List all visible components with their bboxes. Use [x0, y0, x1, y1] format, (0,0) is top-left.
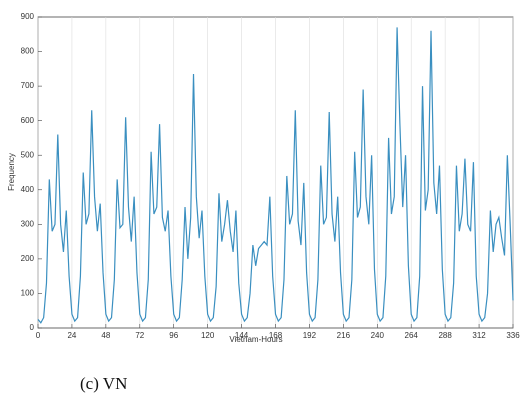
x-tick-label: 120 [201, 331, 215, 340]
y-tick-label: 300 [21, 219, 35, 228]
y-tick-label: 100 [21, 289, 35, 298]
x-axis-label: Vietnam-Hours [229, 335, 282, 344]
x-tick-label: 216 [337, 331, 351, 340]
x-tick-label: 240 [371, 331, 385, 340]
x-tick-label: 264 [405, 331, 419, 340]
y-tick-label: 0 [30, 323, 35, 332]
x-tick-label: 336 [506, 331, 520, 340]
y-tick-label: 700 [21, 81, 35, 90]
x-tick-label: 24 [67, 331, 76, 340]
y-axis-label: Frequency [7, 153, 16, 191]
x-tick-label: 312 [472, 331, 486, 340]
x-tick-label: 96 [169, 331, 178, 340]
y-tick-label: 800 [21, 47, 35, 56]
x-tick-label: 72 [135, 331, 144, 340]
x-tick-label: 192 [303, 331, 317, 340]
x-tick-label: 0 [36, 331, 41, 340]
y-tick-label: 400 [21, 185, 35, 194]
x-tick-label: 288 [438, 331, 452, 340]
line [37, 27, 514, 324]
y-tick-label: 500 [21, 150, 35, 159]
x-tick-label: 168 [269, 331, 283, 340]
y-tick-label: 900 [21, 12, 35, 21]
x-tick-label: 144 [235, 331, 249, 340]
caption: (c) VN [80, 374, 127, 393]
y-tick-label: 200 [21, 254, 35, 263]
y-tick-label: 600 [21, 116, 35, 125]
x-tick-label: 48 [101, 331, 110, 340]
